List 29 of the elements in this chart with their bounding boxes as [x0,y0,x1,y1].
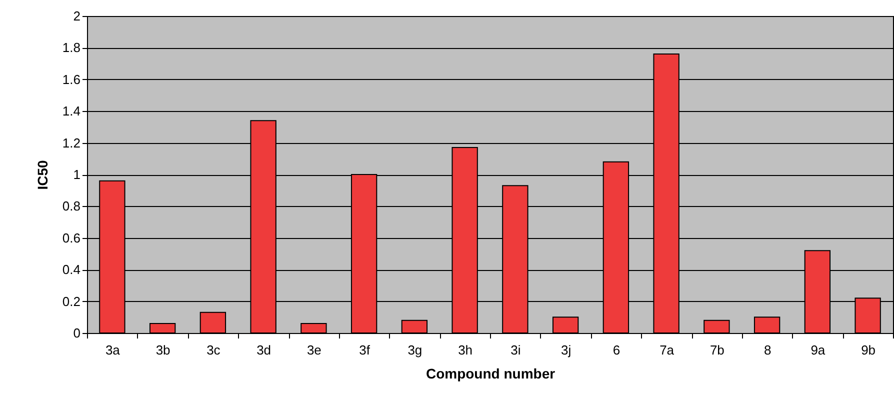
x-tick-label: 3h [458,342,473,358]
x-tick-label: 3g [408,342,422,358]
x-tick-label: 9b [861,342,876,358]
y-tick-label: 1 [73,167,80,182]
x-tick-label: 3i [510,342,521,358]
y-tick-label: 1.6 [62,72,80,87]
y-tick-label: 0.6 [62,230,80,246]
y-tick-label: 0.2 [62,294,80,309]
y-tick-label: 1.8 [62,40,80,56]
x-tick-label: 8 [764,342,772,358]
x-tick-label: 3f [359,342,370,358]
x-tick-label: 7a [660,342,675,358]
y-tick-label: 2 [73,8,80,24]
x-tick-label: 3d [256,342,272,358]
y-tick-label: 1.4 [62,104,80,119]
x-axis-title: Compound number [426,366,556,382]
y-tick-label: 0.4 [62,262,80,278]
x-tick-label: 7b [710,342,724,358]
x-tick-label: 9a [810,342,826,358]
x-tick-label: 3j [561,342,572,358]
x-tick-label: 6 [612,342,620,358]
y-tick-label: 0 [73,326,80,340]
x-tick-label: 3a [105,342,121,358]
x-tick-label: 3c [206,342,221,358]
y-tick-label: 1.2 [62,135,80,150]
x-tick-label: 3e [306,342,322,358]
y-axis-title: IC50 [34,160,50,190]
y-tick-label: 0.8 [62,198,80,214]
x-tick-label: 3b [156,342,170,358]
